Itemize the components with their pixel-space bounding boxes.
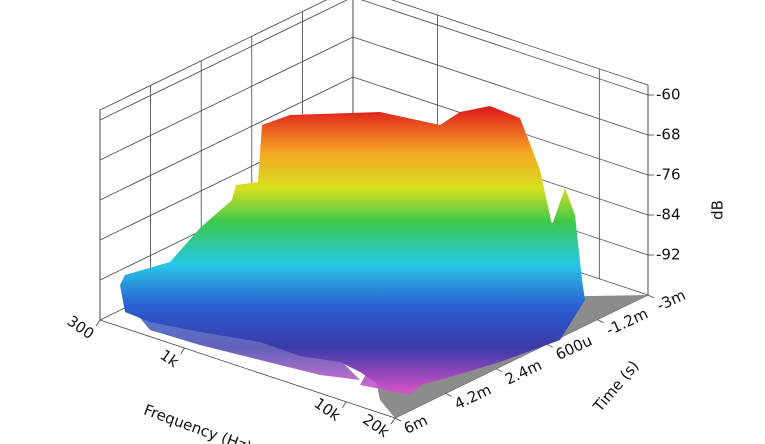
x-tick — [95, 319, 101, 327]
surface — [120, 106, 585, 395]
x-tick-label: 1k — [157, 346, 183, 371]
x-tick-label: 10k — [311, 394, 344, 425]
z-tick-label: -68 — [656, 126, 681, 144]
z-tick-label: -76 — [656, 166, 681, 184]
y-tick — [647, 294, 655, 299]
y-tick — [445, 393, 452, 397]
x-tick-label: 20k — [359, 410, 392, 441]
z-axis-label: dB — [709, 200, 727, 220]
grid-line — [352, 36, 649, 136]
grid-line — [99, 36, 354, 161]
surface-front — [125, 280, 360, 380]
grid-line — [99, 0, 348, 121]
y-tick-label: 6m — [401, 411, 431, 438]
box-edge — [99, 0, 328, 111]
grid-line — [360, 0, 649, 96]
y-axis-label: Time (s) — [589, 357, 643, 416]
z-tick-label: -92 — [656, 246, 681, 264]
box-edge — [390, 0, 649, 86]
x-tick — [390, 417, 396, 425]
y-tick — [597, 319, 604, 323]
y-tick — [496, 368, 503, 373]
y-tick-label: -3m — [654, 286, 688, 315]
x-tick — [341, 401, 347, 409]
grid-line — [99, 76, 354, 201]
z-tick-label: -60 — [656, 86, 681, 104]
x-tick — [180, 347, 185, 355]
x-tick-label: 300 — [64, 312, 98, 343]
x-axis-label: Frequency (Hz) — [141, 401, 253, 444]
z-tick-label: -84 — [656, 206, 681, 224]
surface-ridge — [360, 115, 520, 395]
box-edge — [99, 319, 396, 419]
y-tick — [546, 343, 553, 348]
y-tick — [394, 417, 402, 422]
